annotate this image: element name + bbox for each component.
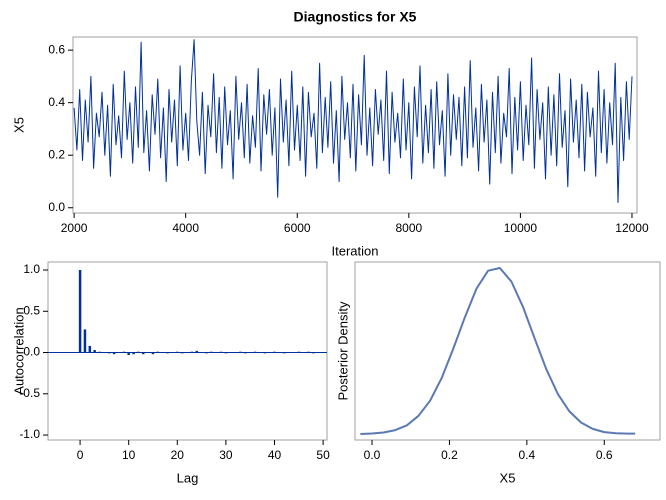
x-tick-label: 10 [122, 448, 136, 462]
y-tick-label: 1.0 [23, 262, 40, 276]
y-axis-label: Posterior Density [335, 301, 350, 400]
x-axis-label: Iteration [332, 243, 379, 258]
x-tick-label: 0 [77, 448, 84, 462]
x-axis-label: X5 [500, 470, 516, 485]
y-tick-label: 0.5 [23, 303, 40, 317]
x-axis-label: Lag [177, 470, 199, 485]
x-tick-label: 50 [316, 448, 330, 462]
plot-frame [354, 261, 661, 441]
x-tick-label: 10000 [504, 221, 538, 235]
x-tick-label: 2000 [61, 221, 88, 235]
x-tick-label: 40 [268, 448, 282, 462]
y-tick-label: 0.0 [23, 345, 40, 359]
x-tick-label: 4000 [172, 221, 199, 235]
y-axis-label: Autocorrelation [11, 307, 26, 394]
x-tick-label: 0.4 [519, 448, 536, 462]
x-tick-label: 12000 [615, 221, 649, 235]
plot-frame [72, 36, 638, 214]
y-tick-label: 0.6 [48, 42, 65, 56]
data-line [73, 39, 633, 203]
x-tick-label: 6000 [284, 221, 311, 235]
x-tick-label: 20 [171, 448, 185, 462]
y-tick-label: -0.5 [19, 386, 40, 400]
y-tick-label: 0.0 [48, 200, 65, 214]
y-tick-label: -1.0 [19, 427, 40, 441]
y-axis-label: X5 [11, 117, 26, 133]
x-tick-label: 0.0 [364, 448, 381, 462]
data-line [360, 267, 636, 435]
plot-frame [47, 261, 328, 441]
x-tick-label: 0.6 [596, 448, 613, 462]
chart-title: Diagnostics for X5 [294, 9, 417, 25]
x-tick-label: 8000 [395, 221, 422, 235]
x-tick-label: 30 [219, 448, 233, 462]
y-tick-label: 0.2 [48, 147, 65, 161]
y-tick-label: 0.4 [48, 95, 65, 109]
x-tick-label: 0.2 [441, 448, 458, 462]
